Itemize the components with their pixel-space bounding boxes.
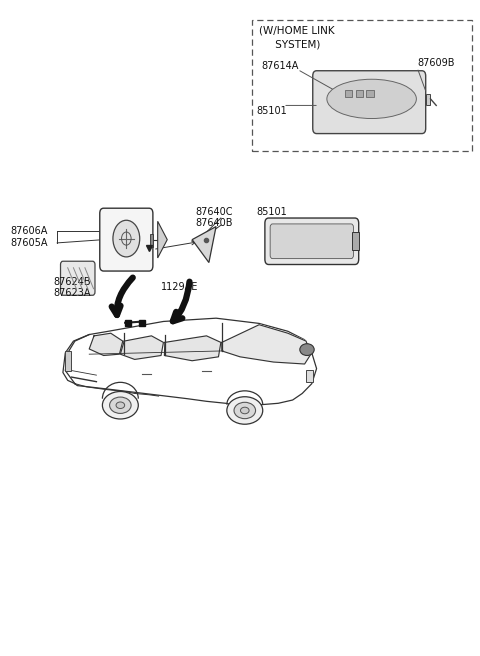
Bar: [65, 351, 71, 371]
Bar: [252, 20, 472, 152]
Polygon shape: [192, 226, 216, 262]
Text: SYSTEM): SYSTEM): [259, 40, 321, 50]
Bar: [356, 91, 363, 97]
Text: 87640B: 87640B: [195, 218, 233, 228]
Text: 87614A: 87614A: [262, 61, 299, 71]
Ellipse shape: [327, 79, 416, 119]
Text: 87605A: 87605A: [10, 238, 48, 248]
Bar: [352, 232, 359, 251]
Text: 87609B: 87609B: [417, 58, 455, 68]
Circle shape: [113, 220, 140, 257]
Polygon shape: [164, 336, 221, 361]
Bar: [366, 91, 373, 97]
Ellipse shape: [102, 392, 138, 419]
Text: 85101: 85101: [257, 106, 288, 115]
Ellipse shape: [116, 402, 125, 409]
Text: 87624B: 87624B: [53, 277, 91, 287]
Bar: [306, 370, 313, 382]
FancyBboxPatch shape: [100, 208, 153, 271]
Bar: [426, 94, 431, 106]
Polygon shape: [222, 325, 311, 364]
FancyBboxPatch shape: [270, 224, 353, 258]
Polygon shape: [157, 221, 167, 258]
Ellipse shape: [227, 397, 263, 424]
Ellipse shape: [234, 402, 255, 419]
Polygon shape: [89, 333, 123, 356]
FancyBboxPatch shape: [60, 261, 95, 295]
Ellipse shape: [300, 344, 314, 356]
FancyBboxPatch shape: [313, 71, 426, 134]
Polygon shape: [120, 336, 163, 359]
Text: (W/HOME LINK: (W/HOME LINK: [259, 26, 335, 35]
Text: 87640C: 87640C: [195, 207, 233, 217]
Text: 87623A: 87623A: [53, 288, 91, 298]
Text: 85101: 85101: [257, 207, 288, 217]
Text: 1129AE: 1129AE: [161, 282, 198, 292]
Text: 87606A: 87606A: [10, 226, 48, 236]
Bar: [150, 234, 154, 247]
FancyBboxPatch shape: [265, 218, 359, 264]
Ellipse shape: [240, 407, 249, 414]
Bar: [345, 91, 352, 97]
Ellipse shape: [109, 397, 131, 413]
